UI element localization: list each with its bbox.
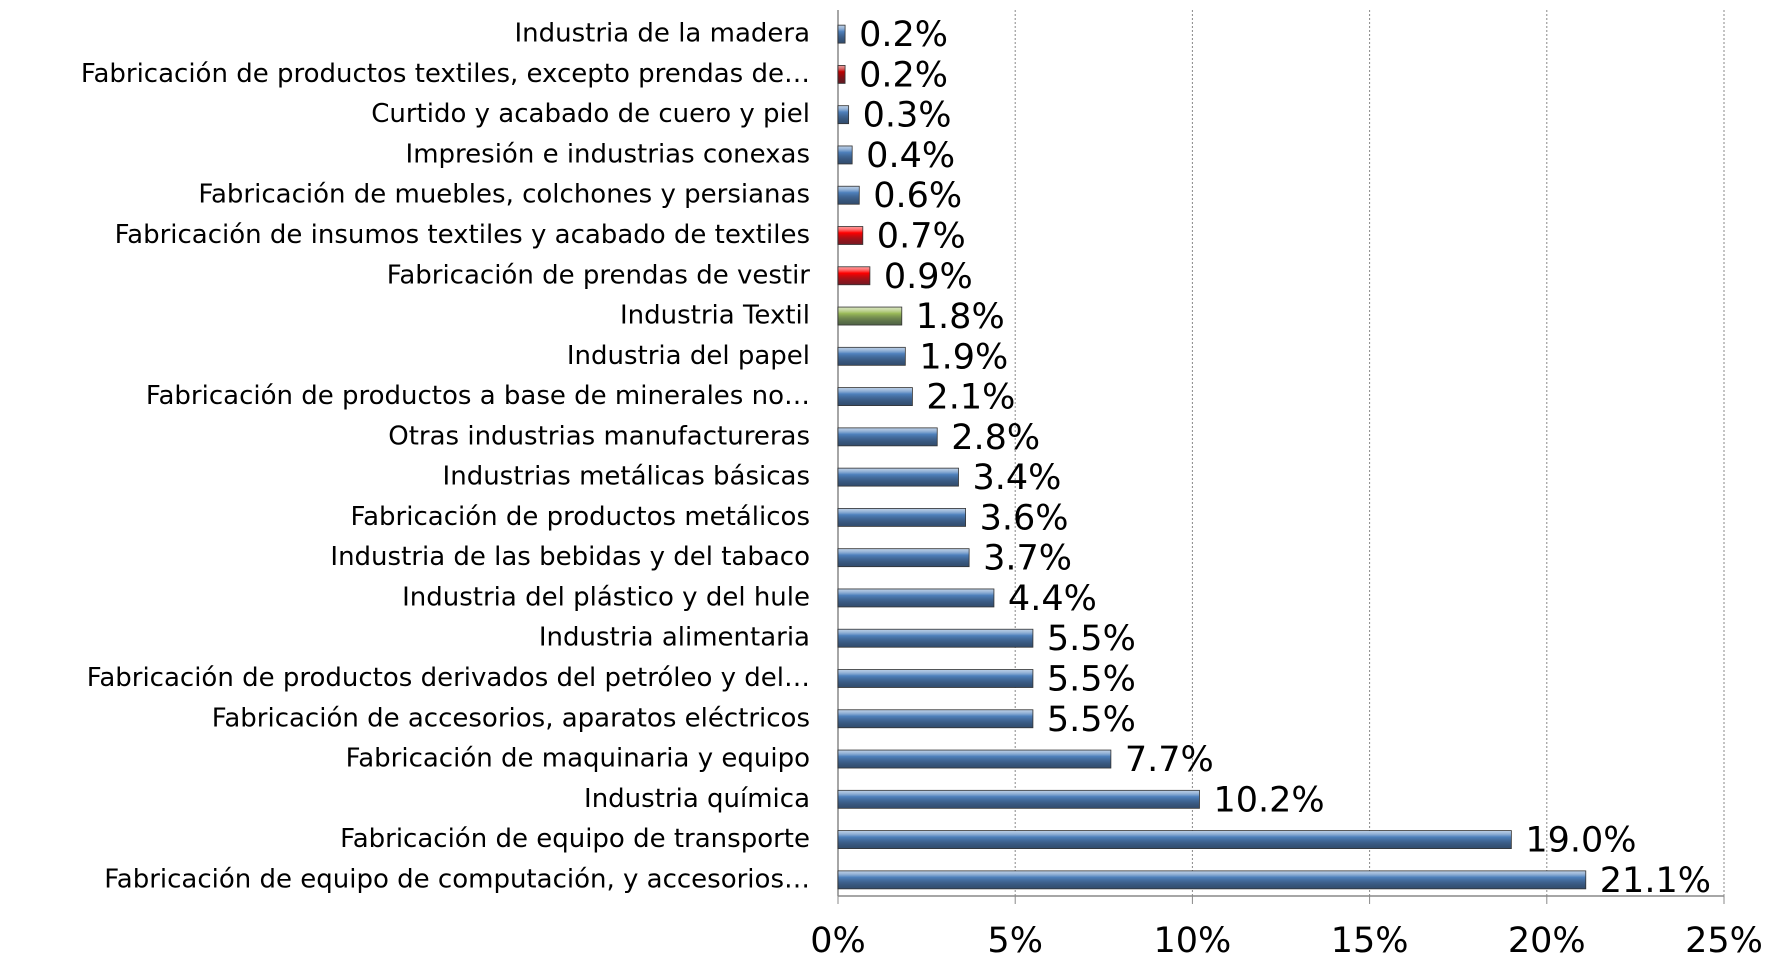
y-tick-label: Fabricación de productos metálicos bbox=[351, 502, 810, 532]
value-label: 3.4% bbox=[972, 458, 1061, 498]
y-tick-label: Fabricación de prendas de vestir bbox=[387, 260, 811, 290]
bar-shade bbox=[837, 709, 1034, 729]
value-label: 10.2% bbox=[1213, 780, 1324, 820]
bar-shade bbox=[837, 548, 970, 568]
value-label: 19.0% bbox=[1525, 821, 1636, 861]
bar-shade bbox=[837, 789, 1200, 809]
value-label: 2.8% bbox=[951, 418, 1040, 458]
bar-shade bbox=[837, 830, 1512, 849]
y-tick-label: Industria alimentaria bbox=[539, 623, 810, 653]
value-label: 0.9% bbox=[884, 257, 973, 297]
value-label: 3.6% bbox=[980, 498, 1069, 538]
y-tick-label: Fabricación de productos a base de miner… bbox=[146, 381, 810, 411]
value-label: 2.1% bbox=[926, 378, 1015, 418]
bar-shade bbox=[837, 427, 938, 447]
value-label: 0.3% bbox=[863, 96, 952, 136]
value-label: 0.7% bbox=[877, 217, 966, 257]
value-label: 3.7% bbox=[983, 539, 1072, 579]
bar-shade bbox=[837, 508, 966, 527]
bar-shade bbox=[837, 226, 864, 245]
y-tick-label: Industria química bbox=[584, 784, 810, 814]
y-tick-label: Fabricación de productos derivados del p… bbox=[87, 663, 810, 693]
bar-shade bbox=[837, 145, 853, 165]
y-tick-label: Industria Textil bbox=[620, 301, 810, 331]
x-tick-label: 5% bbox=[987, 921, 1043, 953]
y-tick-label: Otras industrias manufactureras bbox=[388, 421, 810, 451]
x-tick-label: 25% bbox=[1685, 921, 1763, 953]
bar-shade bbox=[837, 467, 959, 487]
bar-shade bbox=[837, 628, 1034, 648]
bar-shade bbox=[837, 65, 846, 84]
value-label: 21.1% bbox=[1600, 861, 1711, 901]
bar-shade bbox=[837, 346, 906, 366]
bar-shade bbox=[837, 749, 1112, 769]
value-label: 7.7% bbox=[1125, 740, 1214, 780]
y-tick-label: Industria de las bebidas y del tabaco bbox=[330, 542, 810, 572]
value-label: 0.4% bbox=[866, 136, 955, 176]
value-label: 5.5% bbox=[1047, 700, 1136, 740]
value-label: 1.9% bbox=[919, 337, 1008, 377]
x-tick-label: 0% bbox=[810, 921, 866, 953]
y-tick-label: Industria del plástico y del hule bbox=[402, 582, 810, 612]
bar-shade bbox=[837, 588, 995, 608]
value-label: 0.2% bbox=[859, 15, 948, 55]
y-tick-label: Industria del papel bbox=[567, 341, 810, 371]
x-tick-label: 15% bbox=[1331, 921, 1409, 953]
bar-shade bbox=[837, 387, 913, 406]
value-label: 0.6% bbox=[873, 176, 962, 216]
bar-shade bbox=[837, 306, 903, 326]
bar-shade bbox=[837, 266, 871, 286]
value-label: 1.8% bbox=[916, 297, 1005, 337]
y-tick-label: Fabricación de equipo de computación, y … bbox=[104, 864, 810, 894]
bar-shade bbox=[837, 105, 850, 125]
x-tick-label: 10% bbox=[1154, 921, 1232, 953]
bar-shade bbox=[837, 669, 1034, 688]
y-tick-label: Fabricación de muebles, colchones y pers… bbox=[198, 180, 810, 210]
value-label: 0.2% bbox=[859, 55, 948, 95]
y-tick-label: Industrias metálicas básicas bbox=[443, 462, 810, 492]
x-tick-label: 20% bbox=[1508, 921, 1586, 953]
y-tick-label: Industria de la madera bbox=[514, 19, 810, 49]
y-tick-label: Impresión e industrias conexas bbox=[406, 139, 810, 169]
value-label: 5.5% bbox=[1047, 660, 1136, 700]
y-tick-label: Fabricación de productos textiles, excep… bbox=[81, 59, 810, 89]
y-tick-label: Fabricación de accesorios, aparatos eléc… bbox=[212, 703, 810, 733]
y-tick-label: Fabricación de maquinaria y equipo bbox=[346, 744, 810, 774]
bar-shade bbox=[837, 24, 846, 44]
value-label: 4.4% bbox=[1008, 579, 1097, 619]
bar-shade bbox=[837, 185, 860, 205]
value-label: 5.5% bbox=[1047, 619, 1136, 659]
y-tick-label: Curtido y acabado de cuero y piel bbox=[371, 99, 810, 129]
y-tick-label: Fabricación de insumos textiles y acabad… bbox=[115, 220, 810, 250]
bar-shade bbox=[837, 870, 1587, 890]
y-tick-label: Fabricación de equipo de transporte bbox=[340, 824, 810, 854]
